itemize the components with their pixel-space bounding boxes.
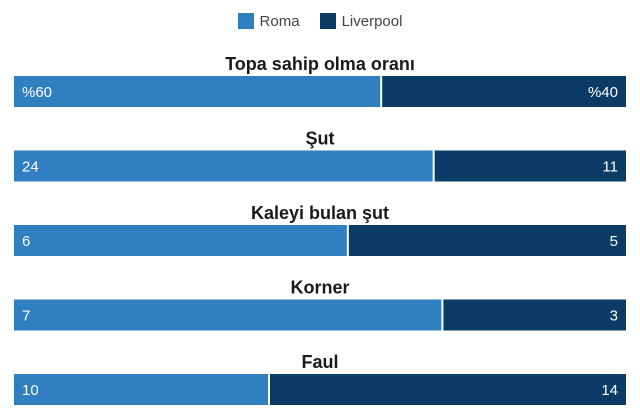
legend-item-roma: Roma xyxy=(237,12,300,30)
row-2-bar-liverpool xyxy=(348,225,626,256)
row-0-value-liverpool: %40 xyxy=(588,84,618,101)
row-1-bar-liverpool xyxy=(434,150,626,182)
legend-swatch-roma xyxy=(237,13,254,29)
row-1-value-roma: 24 xyxy=(22,159,39,176)
row-0-title: Topa sahip olma oranı xyxy=(225,54,415,74)
legend-item-liverpool: Liverpool xyxy=(319,12,403,30)
row-1-bar-roma xyxy=(14,150,433,182)
row-4-bar-roma xyxy=(14,374,268,405)
row-2-bar-roma xyxy=(14,225,347,256)
row-3-value-liverpool: 3 xyxy=(610,308,618,325)
legend: Roma Liverpool xyxy=(0,10,640,32)
legend-label-roma: Roma xyxy=(259,12,300,30)
row-3-title: Korner xyxy=(290,278,349,298)
row-0-bar-liverpool xyxy=(382,76,626,107)
row-1-value-liverpool: 11 xyxy=(602,159,618,176)
row-2-value-liverpool: 5 xyxy=(610,233,618,250)
row-3-value-roma: 7 xyxy=(22,308,30,325)
row-1-title: Şut xyxy=(306,129,335,149)
row-4-value-roma: 10 xyxy=(22,382,39,399)
row-4-title: Faul xyxy=(301,352,338,372)
row-3-bar-liverpool xyxy=(443,299,626,331)
row-0-value-roma: %60 xyxy=(22,84,52,101)
row-4-bar-liverpool xyxy=(270,374,626,405)
row-4-value-liverpool: 14 xyxy=(601,382,618,399)
row-0-bar-roma xyxy=(14,76,381,107)
row-2-title: Kaleyi bulan şut xyxy=(251,203,389,223)
legend-swatch-liverpool xyxy=(319,13,336,29)
row-2-value-roma: 6 xyxy=(22,233,30,250)
row-3-bar-roma xyxy=(14,299,442,331)
legend-label-liverpool: Liverpool xyxy=(341,12,403,30)
